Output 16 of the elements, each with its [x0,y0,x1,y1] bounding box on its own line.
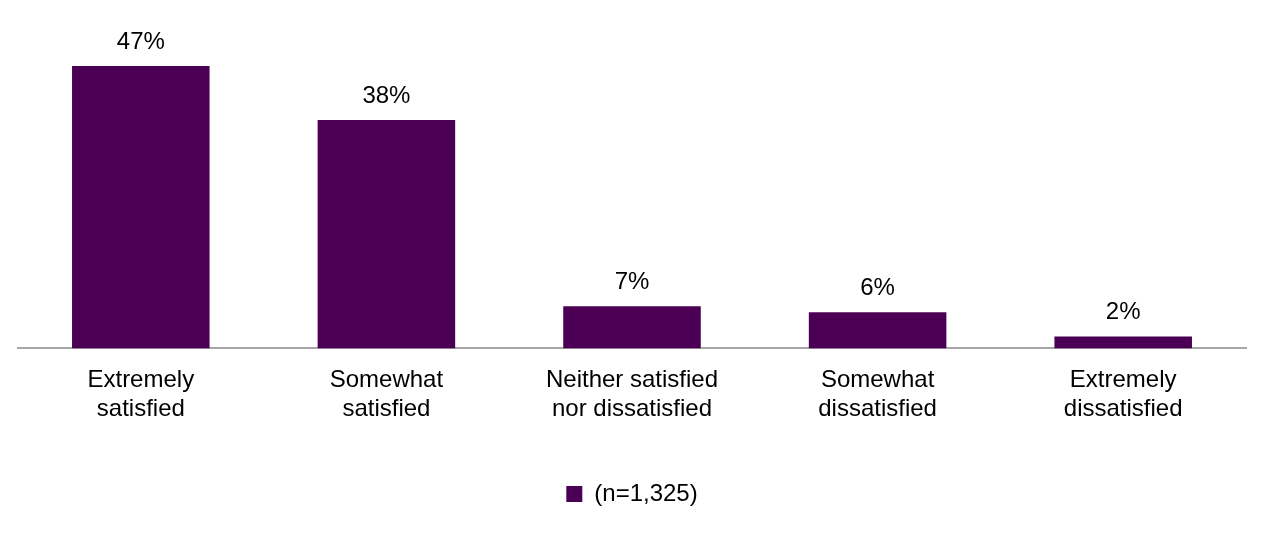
bar [808,312,947,349]
bar [317,120,456,349]
data-label: 2% [1105,297,1141,325]
x-tick-label: Neither satisfied nor dissatisfied [545,365,719,422]
bar [563,306,701,349]
data-label: 7% [614,266,650,294]
data-label: 47% [116,26,165,54]
x-tick-label: Extremely dissatisfied [1063,365,1183,422]
legend-label: (n=1,325) [594,478,698,506]
bar [1054,336,1192,349]
data-label: 38% [362,80,411,108]
x-tick-label: Somewhat satisfied [329,365,444,422]
x-tick-label: Somewhat dissatisfied [818,365,937,422]
bar [72,66,210,349]
x-tick-label: Extremely satisfied [87,365,195,422]
data-label: 6% [860,272,895,300]
